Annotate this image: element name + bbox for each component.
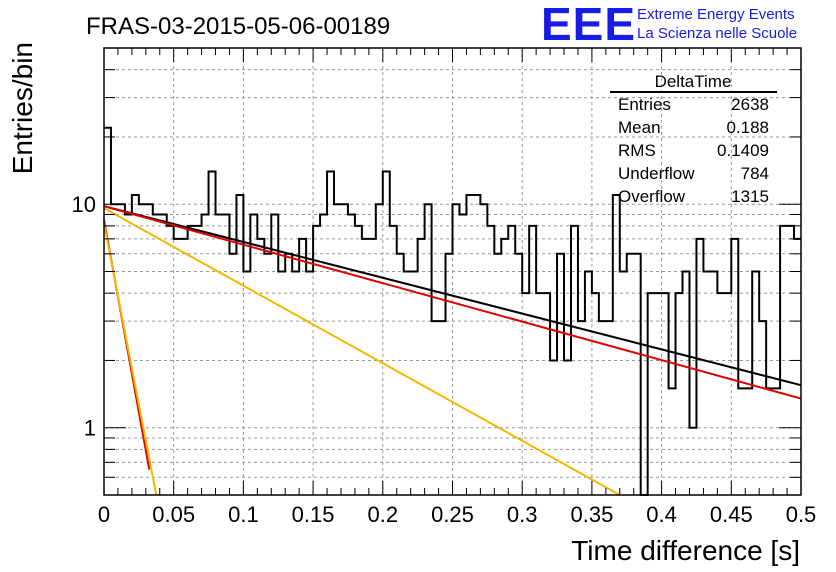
x-tick-label: 0.1 xyxy=(228,502,259,527)
y-tick-label: 10 xyxy=(72,192,96,217)
x-tick-label: 0.3 xyxy=(507,502,538,527)
x-tick-label: 0.45 xyxy=(710,502,753,527)
eee-logo-letters: EEE xyxy=(541,0,636,50)
stats-box: DeltaTime Entries 2638 Mean 0.188 RMS 0.… xyxy=(610,72,777,206)
y-tick-label: 1 xyxy=(84,416,96,441)
stats-title: DeltaTime xyxy=(655,72,732,91)
x-tick-label: 0.25 xyxy=(431,502,474,527)
eee-logo: EEE Extreme Energy Events La Scienza nel… xyxy=(541,0,797,50)
stats-label-overflow: Overflow xyxy=(618,187,686,206)
stats-label-rms: RMS xyxy=(618,141,656,160)
fit-curve xyxy=(103,205,802,387)
y-axis-label: Entries/bin xyxy=(7,42,38,174)
y-tick-labels: 1 10 xyxy=(72,192,96,440)
x-tick-label: 0 xyxy=(98,502,110,527)
x-axis-label: Time difference [s] xyxy=(571,535,800,566)
x-tick-label: 0.2 xyxy=(368,502,399,527)
fit-curve xyxy=(103,205,802,400)
x-tick-label: 0.15 xyxy=(292,502,335,527)
fit-curve xyxy=(103,223,158,496)
eee-logo-line2: La Scienza nelle Scuole xyxy=(637,25,797,42)
x-tick-label: 0.4 xyxy=(646,502,677,527)
chart-title: FRAS-03-2015-05-06-00189 xyxy=(86,13,390,40)
x-tick-label: 0.05 xyxy=(152,502,195,527)
stats-value-mean: 0.188 xyxy=(726,118,769,137)
eee-logo-line1: Extreme Energy Events xyxy=(637,6,795,23)
fit-curves xyxy=(103,205,802,496)
stats-label-underflow: Underflow xyxy=(618,164,695,183)
stats-value-overflow: 1315 xyxy=(731,187,769,206)
fit-curve xyxy=(103,207,621,496)
stats-value-entries: 2638 xyxy=(731,95,769,114)
stats-label-entries: Entries xyxy=(618,95,671,114)
x-tick-labels: 0 0.05 0.1 0.15 0.2 0.25 0.3 0.35 0.4 0.45 0.5 xyxy=(98,502,816,527)
x-tick-label: 0.5 xyxy=(786,502,817,527)
stats-value-underflow: 784 xyxy=(741,164,769,183)
x-tick-label: 0.35 xyxy=(570,502,613,527)
stats-value-rms: 0.1409 xyxy=(717,141,769,160)
axis-ticks xyxy=(103,47,802,496)
stats-label-mean: Mean xyxy=(618,118,661,137)
